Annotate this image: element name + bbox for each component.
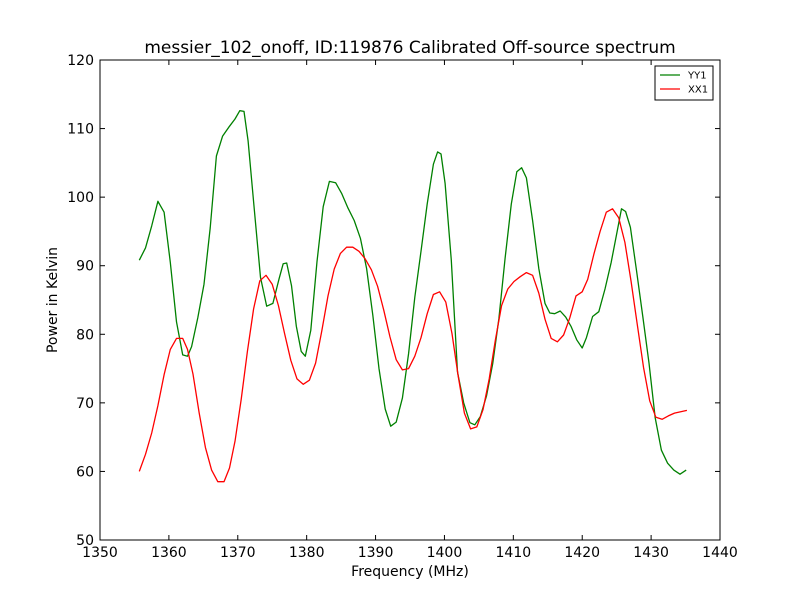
x-tick-label: 1410: [496, 545, 532, 561]
y-tick-label: 120: [67, 53, 94, 69]
series-line-yy1: [138, 110, 687, 475]
y-tick-label: 100: [67, 190, 94, 206]
x-axis-label: Frequency (MHz): [351, 564, 469, 580]
x-tick-label: 1400: [427, 545, 463, 561]
series-layer: [138, 110, 688, 483]
y-tick-label: 60: [76, 464, 94, 480]
legend-label-yy1: YY1: [687, 71, 707, 82]
y-tick-label: 80: [76, 327, 94, 343]
y-tick-label: 110: [67, 122, 94, 138]
plot-area: [99, 59, 721, 541]
x-tick-label: 1370: [220, 545, 256, 561]
series-line-xx1: [138, 208, 688, 483]
legend-label-xx1: XX1: [688, 85, 708, 96]
chart-title: messier_102_onoff, ID:119876 Calibrated …: [144, 38, 675, 58]
legend-box: [654, 65, 714, 101]
axis-ticks: 1350 1360 1370 1380 1390 1400 1410 1420 1430 1440…: [67, 53, 738, 561]
x-tick-label: 1380: [289, 545, 325, 561]
x-tick-label: 1350: [82, 545, 118, 561]
x-tick-label: 1430: [633, 545, 669, 561]
x-tick-label: 1390: [358, 545, 394, 561]
y-axis-label: Power in Kelvin: [45, 247, 61, 353]
x-tick-label: 1360: [151, 545, 187, 561]
x-tick-label: 1440: [702, 545, 738, 561]
y-tick-label: 50: [76, 533, 94, 549]
y-tick-label: 90: [76, 259, 94, 275]
x-tick-label: 1420: [564, 545, 600, 561]
y-tick-label: 70: [76, 396, 94, 412]
